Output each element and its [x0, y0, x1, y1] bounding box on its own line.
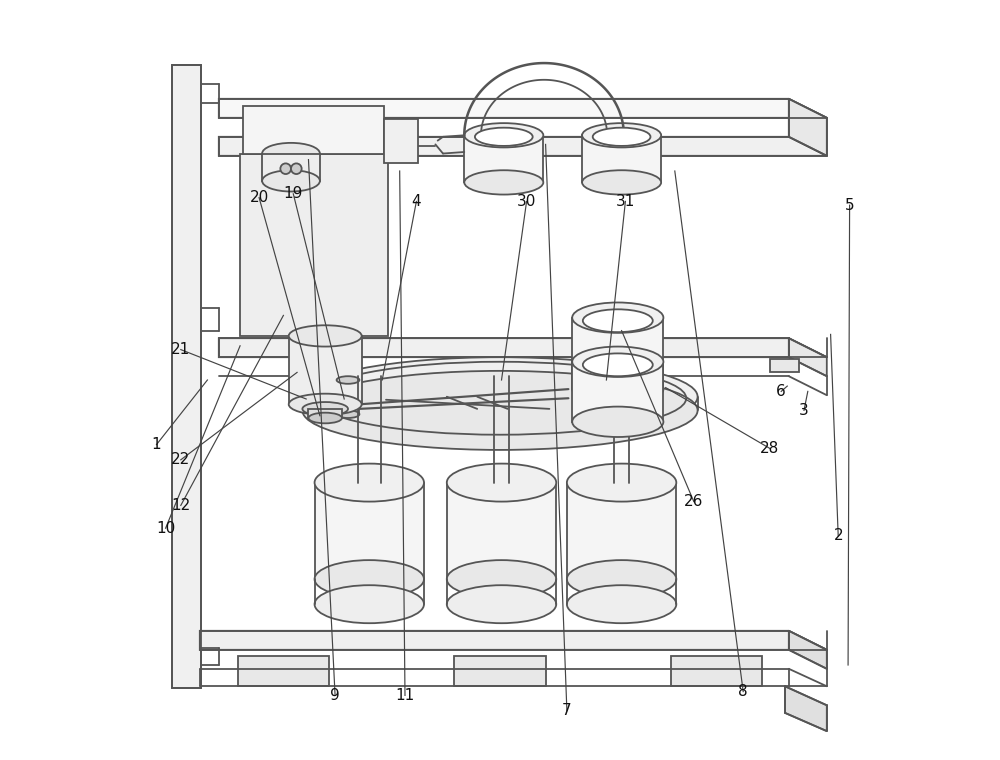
Text: 2: 2: [833, 528, 843, 543]
Text: 28: 28: [760, 441, 779, 456]
Bar: [671, 656, 762, 686]
Bar: [172, 65, 201, 688]
Ellipse shape: [262, 170, 320, 192]
Ellipse shape: [302, 402, 348, 416]
Ellipse shape: [593, 128, 650, 146]
Text: 30: 30: [517, 194, 536, 209]
Text: 9: 9: [330, 688, 340, 703]
Ellipse shape: [572, 407, 663, 437]
Ellipse shape: [289, 325, 362, 347]
Ellipse shape: [582, 123, 661, 147]
Bar: [262, 154, 320, 181]
Polygon shape: [789, 99, 827, 156]
Polygon shape: [219, 338, 827, 357]
Ellipse shape: [280, 163, 291, 174]
Bar: [572, 362, 663, 422]
Text: 7: 7: [562, 703, 572, 718]
Ellipse shape: [302, 357, 698, 436]
Text: 5: 5: [845, 198, 854, 213]
Ellipse shape: [337, 410, 359, 418]
Text: 8: 8: [738, 684, 748, 699]
Bar: [447, 483, 556, 579]
Ellipse shape: [567, 464, 676, 502]
Text: 10: 10: [156, 521, 175, 536]
Text: 1: 1: [152, 437, 161, 452]
Ellipse shape: [567, 585, 676, 623]
Ellipse shape: [291, 163, 302, 174]
Ellipse shape: [572, 374, 663, 404]
Ellipse shape: [302, 371, 698, 450]
Ellipse shape: [572, 347, 663, 377]
Bar: [337, 380, 359, 414]
Ellipse shape: [308, 413, 342, 423]
Bar: [572, 318, 663, 389]
Ellipse shape: [582, 170, 661, 195]
Polygon shape: [219, 99, 827, 118]
Bar: [770, 359, 799, 372]
Text: 20: 20: [249, 190, 269, 205]
Ellipse shape: [315, 464, 424, 502]
Polygon shape: [219, 137, 827, 156]
Bar: [289, 336, 362, 404]
Bar: [243, 106, 384, 154]
Ellipse shape: [583, 353, 653, 376]
Ellipse shape: [337, 376, 359, 384]
Bar: [582, 135, 661, 182]
Text: 21: 21: [171, 342, 190, 357]
Polygon shape: [789, 631, 827, 669]
Bar: [308, 409, 342, 418]
Text: 12: 12: [171, 498, 190, 513]
Ellipse shape: [315, 560, 424, 598]
Text: 3: 3: [799, 403, 809, 418]
Bar: [567, 483, 676, 579]
Ellipse shape: [447, 560, 556, 598]
Ellipse shape: [464, 170, 543, 195]
Ellipse shape: [289, 394, 362, 415]
Ellipse shape: [464, 123, 543, 147]
Ellipse shape: [572, 302, 663, 333]
Ellipse shape: [475, 128, 533, 146]
Bar: [315, 483, 424, 579]
Bar: [240, 154, 388, 336]
Bar: [238, 656, 329, 686]
Ellipse shape: [315, 585, 424, 623]
Ellipse shape: [583, 309, 653, 332]
Text: 19: 19: [284, 186, 303, 201]
Polygon shape: [200, 631, 827, 650]
Bar: [454, 656, 546, 686]
Text: 4: 4: [412, 194, 421, 209]
Ellipse shape: [447, 464, 556, 502]
Polygon shape: [789, 338, 827, 376]
Ellipse shape: [447, 585, 556, 623]
Bar: [384, 119, 418, 163]
Text: 31: 31: [616, 194, 635, 209]
Ellipse shape: [567, 560, 676, 598]
Polygon shape: [785, 686, 827, 731]
Text: 22: 22: [171, 452, 190, 467]
Text: 26: 26: [684, 494, 703, 509]
Text: 11: 11: [395, 688, 415, 703]
Ellipse shape: [262, 143, 320, 164]
Text: 6: 6: [776, 384, 786, 399]
Bar: [464, 135, 543, 182]
